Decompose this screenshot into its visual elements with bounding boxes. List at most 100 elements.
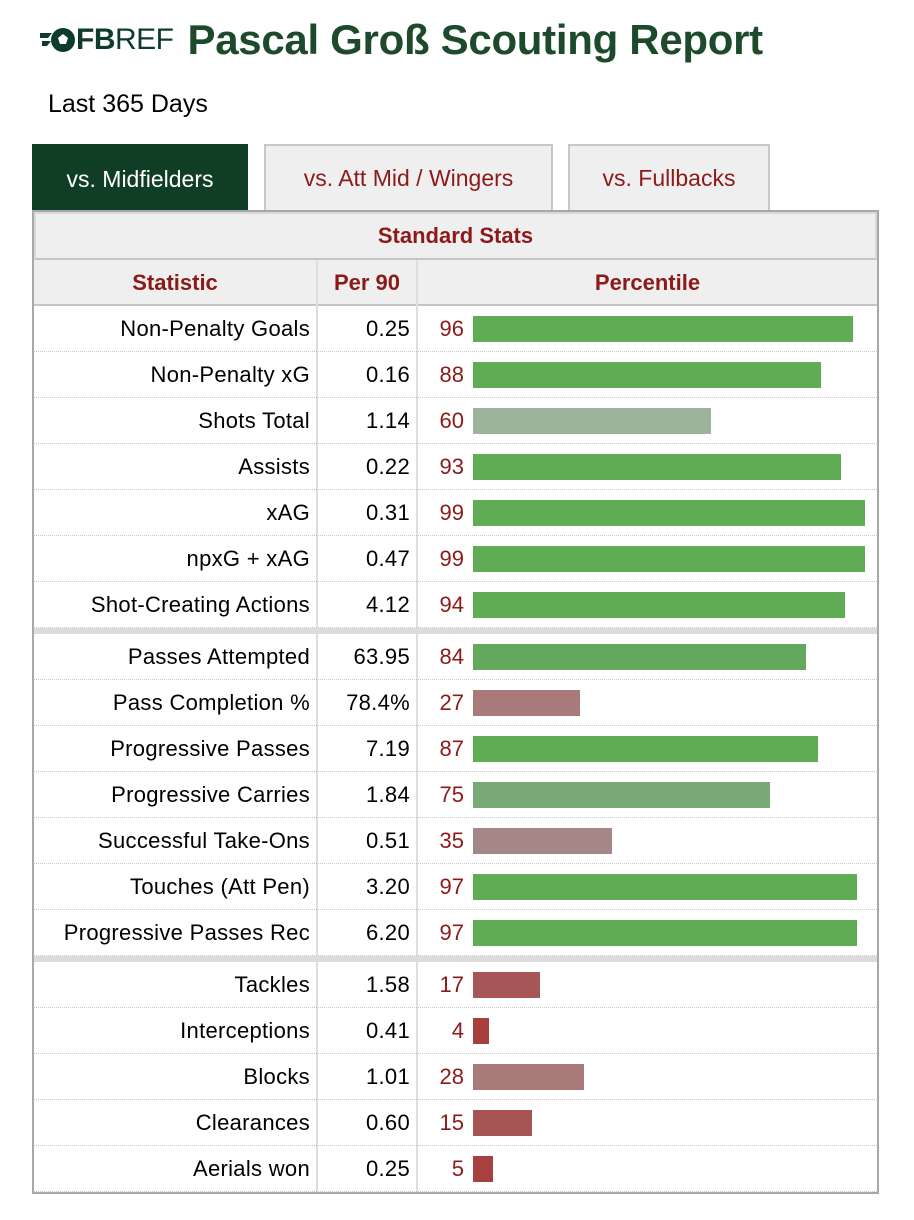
stat-name[interactable]: Clearances bbox=[195, 1110, 310, 1135]
per90-value: 0.25 bbox=[365, 1156, 410, 1181]
stat-name[interactable]: Pass Completion % bbox=[112, 690, 310, 715]
percentile-value: 60 bbox=[439, 408, 464, 433]
percentile-value: 87 bbox=[439, 736, 464, 761]
percentile-bar bbox=[473, 1064, 584, 1090]
percentile-value: 28 bbox=[439, 1064, 464, 1089]
percentile-bar bbox=[473, 1110, 532, 1136]
stat-name[interactable]: Non-Penalty xG bbox=[150, 362, 310, 387]
tab-att-mid-wingers[interactable]: vs. Att Mid / Wingers bbox=[264, 144, 553, 210]
percentile-bar bbox=[473, 454, 841, 480]
percentile-bar bbox=[473, 782, 770, 808]
group-separator bbox=[34, 956, 877, 962]
stat-name[interactable]: Shot-Creating Actions bbox=[90, 592, 310, 617]
column-divider bbox=[416, 260, 418, 1192]
table-row: Touches (Att Pen) 3.20 97 bbox=[34, 864, 877, 910]
percentile-bar bbox=[473, 644, 806, 670]
table-row: Interceptions 0.41 4 bbox=[34, 1008, 877, 1054]
table-row: Clearances 0.60 15 bbox=[34, 1100, 877, 1146]
soccer-ball-icon bbox=[40, 28, 75, 52]
table-row: npxG + xAG 0.47 99 bbox=[34, 536, 877, 582]
percentile-value: 94 bbox=[439, 592, 464, 617]
stat-name[interactable]: Touches (Att Pen) bbox=[130, 874, 310, 899]
stat-name[interactable]: Blocks bbox=[243, 1064, 310, 1089]
percentile-value: 99 bbox=[439, 546, 464, 571]
table-row: Non-Penalty xG 0.16 88 bbox=[34, 352, 877, 398]
stat-name[interactable]: Non-Penalty Goals bbox=[120, 316, 310, 341]
percentile-bar bbox=[473, 920, 857, 946]
table-row: Tackles 1.58 17 bbox=[34, 962, 877, 1008]
per90-value: 0.47 bbox=[365, 546, 410, 571]
table-row: Shots Total 1.14 60 bbox=[34, 398, 877, 444]
percentile-value: 97 bbox=[439, 920, 464, 945]
table-row: Aerials won 0.25 5 bbox=[34, 1146, 877, 1192]
percentile-value: 5 bbox=[451, 1156, 464, 1181]
per90-value: 3.20 bbox=[365, 874, 410, 899]
column-header-per90[interactable]: Per 90 bbox=[318, 260, 416, 306]
percentile-bar bbox=[473, 592, 845, 618]
per90-value: 63.95 bbox=[353, 644, 410, 669]
percentile-bar bbox=[473, 690, 580, 716]
per90-value: 0.25 bbox=[365, 316, 410, 341]
stat-name[interactable]: Successful Take-Ons bbox=[98, 828, 310, 853]
table-row: Progressive Carries 1.84 75 bbox=[34, 772, 877, 818]
per90-value: 1.84 bbox=[365, 782, 410, 807]
stat-name[interactable]: xAG bbox=[266, 500, 310, 525]
table-row: Successful Take-Ons 0.51 35 bbox=[34, 818, 877, 864]
percentile-bar bbox=[473, 828, 612, 854]
stat-name[interactable]: Passes Attempted bbox=[127, 644, 310, 669]
stat-name[interactable]: Interceptions bbox=[180, 1018, 310, 1043]
period-label: Last 365 Days bbox=[48, 90, 208, 118]
table-row: Shot-Creating Actions 4.12 94 bbox=[34, 582, 877, 628]
stat-name[interactable]: Progressive Carries bbox=[111, 782, 310, 807]
stat-name[interactable]: npxG + xAG bbox=[186, 546, 310, 571]
page-header: FBREF Pascal Groß Scouting Report bbox=[38, 14, 763, 66]
percentile-value: 17 bbox=[439, 972, 464, 997]
table-caption: Standard Stats bbox=[34, 212, 877, 260]
percentile-value: 93 bbox=[439, 454, 464, 479]
table-row: xAG 0.31 99 bbox=[34, 490, 877, 536]
stat-name[interactable]: Progressive Passes bbox=[110, 736, 310, 761]
table-row: Non-Penalty Goals 0.25 96 bbox=[34, 306, 877, 352]
percentile-bar bbox=[473, 874, 857, 900]
stat-name[interactable]: Shots Total bbox=[198, 408, 310, 433]
stat-name[interactable]: Tackles bbox=[234, 972, 310, 997]
fbref-logo[interactable]: FBREF bbox=[38, 14, 174, 66]
column-header-statistic[interactable]: Statistic bbox=[34, 260, 316, 306]
percentile-value: 15 bbox=[439, 1110, 464, 1135]
percentile-bar bbox=[473, 316, 853, 342]
per90-value: 1.01 bbox=[365, 1064, 410, 1089]
per90-value: 6.20 bbox=[365, 920, 410, 945]
per90-value: 0.22 bbox=[365, 454, 410, 479]
per90-value: 0.51 bbox=[365, 828, 410, 853]
per90-value: 1.14 bbox=[365, 408, 410, 433]
per90-value: 0.41 bbox=[365, 1018, 410, 1043]
per90-value: 78.4% bbox=[346, 690, 410, 715]
per90-value: 0.60 bbox=[365, 1110, 410, 1135]
percentile-bar bbox=[473, 1156, 493, 1182]
per90-value: 0.16 bbox=[365, 362, 410, 387]
stat-name[interactable]: Progressive Passes Rec bbox=[63, 920, 310, 945]
table-row: Progressive Passes Rec 6.20 97 bbox=[34, 910, 877, 956]
column-header-percentile[interactable]: Percentile bbox=[418, 260, 877, 306]
percentile-bar bbox=[473, 500, 865, 526]
percentile-value: 88 bbox=[439, 362, 464, 387]
per90-value: 7.19 bbox=[365, 736, 410, 761]
per90-value: 4.12 bbox=[365, 592, 410, 617]
percentile-bar bbox=[473, 546, 865, 572]
per90-value: 0.31 bbox=[365, 500, 410, 525]
tab-fullbacks[interactable]: vs. Fullbacks bbox=[568, 144, 770, 210]
percentile-value: 99 bbox=[439, 500, 464, 525]
percentile-bar bbox=[473, 1018, 489, 1044]
tab-midfielders[interactable]: vs. Midfielders bbox=[32, 144, 248, 212]
stat-name[interactable]: Aerials won bbox=[192, 1156, 310, 1181]
percentile-value: 75 bbox=[439, 782, 464, 807]
page-title: Pascal Groß Scouting Report bbox=[187, 16, 764, 63]
table-row: Pass Completion % 78.4% 27 bbox=[34, 680, 877, 726]
percentile-value: 84 bbox=[439, 644, 464, 669]
table-row: Blocks 1.01 28 bbox=[34, 1054, 877, 1100]
table-row: Progressive Passes 7.19 87 bbox=[34, 726, 877, 772]
percentile-bar bbox=[473, 736, 818, 762]
table-row: Assists 0.22 93 bbox=[34, 444, 877, 490]
percentile-value: 27 bbox=[439, 690, 464, 715]
stat-name[interactable]: Assists bbox=[238, 454, 310, 479]
